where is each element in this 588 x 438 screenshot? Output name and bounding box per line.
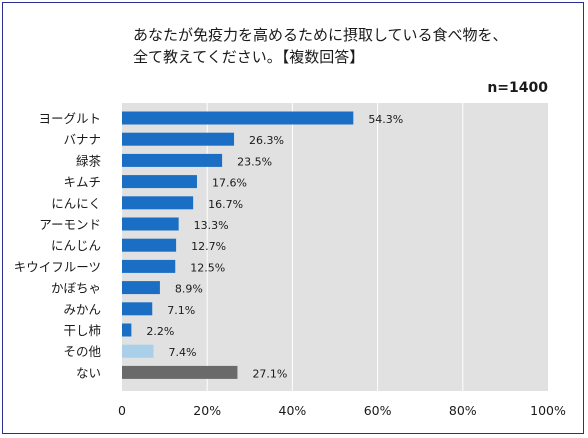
value-label: 12.5%	[190, 261, 225, 274]
category-label: ヨーグルト	[38, 111, 101, 126]
category-label: 緑茶	[76, 153, 102, 168]
bar	[122, 302, 153, 316]
value-label: 12.7%	[191, 240, 226, 253]
plot-area	[122, 103, 548, 391]
x-tick-label: 40%	[279, 403, 307, 418]
x-tick-label: 80%	[449, 403, 477, 418]
category-label: にんじん	[51, 238, 101, 253]
category-label: アーモンド	[39, 217, 101, 232]
bar	[122, 175, 197, 189]
value-label: 54.3%	[368, 113, 403, 126]
category-label: にんにく	[51, 196, 101, 211]
chart-title-line2: 全て教えてください。【複数回答】	[133, 48, 364, 66]
x-tick-label: 0	[118, 403, 126, 418]
bar	[122, 365, 238, 379]
value-label: 7.1%	[167, 304, 195, 317]
value-label: 7.4%	[169, 346, 197, 359]
bar	[122, 132, 235, 146]
value-label: 26.3%	[249, 134, 284, 147]
bar	[122, 217, 179, 231]
category-label: キウイフルーツ	[14, 259, 101, 274]
category-label: みかん	[63, 302, 101, 317]
category-label: かぼちゃ	[51, 281, 101, 296]
value-label: 27.1%	[252, 367, 287, 380]
bar	[122, 323, 132, 337]
value-label: 23.5%	[237, 155, 272, 168]
category-label: ない	[76, 365, 101, 380]
bar	[122, 238, 177, 252]
value-label: 8.9%	[175, 283, 203, 296]
chart-title-line1: あなたが免疫力を高めるために摂取している食べ物を、	[133, 26, 508, 44]
category-label: 干し柿	[63, 323, 101, 338]
bar	[122, 344, 154, 358]
bar	[122, 153, 223, 167]
category-label: キムチ	[63, 175, 101, 190]
x-tick-label: 60%	[364, 403, 392, 418]
value-label: 17.6%	[212, 177, 247, 190]
value-label: 13.3%	[194, 219, 229, 232]
bar	[122, 259, 176, 273]
value-label: 16.7%	[208, 198, 243, 211]
bar	[122, 196, 194, 210]
category-label: バナナ	[63, 132, 101, 147]
value-label: 2.2%	[146, 325, 174, 338]
x-tick-label: 20%	[193, 403, 221, 418]
sample-size-label: n=1400	[487, 80, 548, 96]
x-tick-label: 100%	[530, 403, 566, 418]
bar	[122, 111, 354, 125]
category-label: その他	[63, 344, 101, 359]
bar	[122, 281, 160, 295]
